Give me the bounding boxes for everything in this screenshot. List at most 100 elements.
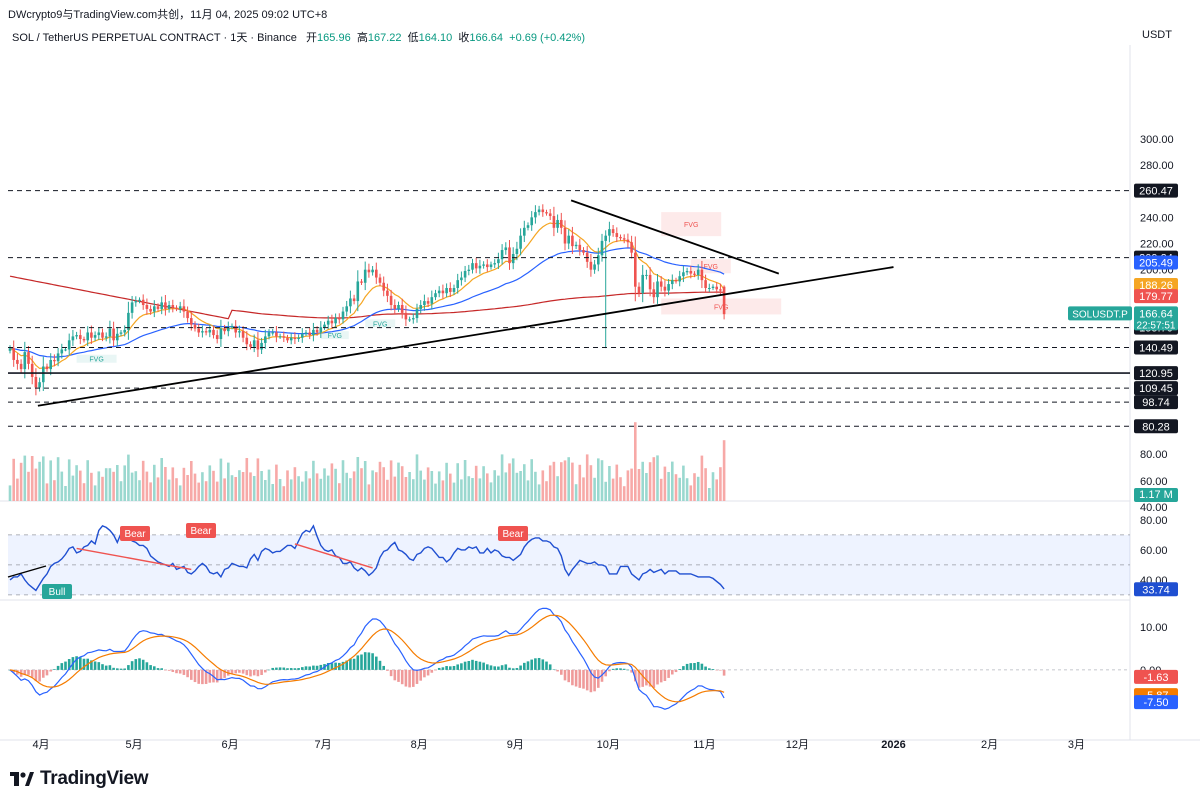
currency-label[interactable]: USDT (1142, 29, 1172, 41)
volume-bar (267, 469, 271, 501)
candle-body (619, 236, 622, 239)
macd-histogram-bar (526, 661, 530, 670)
tradingview-brand[interactable]: TradingView (10, 768, 149, 790)
volume-bar (449, 473, 452, 501)
candle-body (127, 312, 130, 330)
symbol-info-bar[interactable]: SOL / TetherUS PERPETUAL CONTRACT · 1天 ·… (12, 29, 585, 45)
macd-histogram-bar (474, 660, 478, 670)
volume-bar (574, 484, 578, 501)
candle-body (275, 332, 278, 337)
fvg-zone (365, 319, 396, 328)
candle-body (330, 320, 334, 324)
macd-histogram-bar (252, 669, 256, 676)
candle-body (445, 287, 448, 294)
candle-body (60, 349, 64, 354)
candle-body (16, 359, 19, 364)
macd-histogram-bar (493, 666, 496, 670)
candle-body (471, 263, 474, 270)
candle-body (86, 332, 89, 341)
candle-body (104, 336, 108, 338)
volume-bar (415, 454, 419, 501)
macd-histogram-bar (49, 669, 52, 672)
macd-line (9, 607, 725, 710)
candle-body (308, 332, 311, 336)
macd-histogram-bar (271, 667, 274, 670)
volume-bar (608, 466, 611, 501)
rsi-divergence-label: Bear (190, 526, 212, 537)
macd-histogram-bar (56, 665, 60, 670)
volume-bar (171, 467, 175, 501)
candle-body (597, 255, 600, 265)
macd-histogram-bar (82, 658, 86, 670)
volume-bar (141, 460, 145, 501)
volume-bar (42, 456, 45, 501)
volume-bar (674, 474, 678, 501)
volume-bar (711, 472, 715, 501)
macd-histogram-bar (582, 669, 585, 689)
macd-histogram-bar (134, 659, 138, 670)
macd-histogram-bar (663, 669, 667, 681)
symbol-title: SOL / TetherUS PERPETUAL CONTRACT · 1天 ·… (12, 32, 297, 44)
volume-bar (452, 482, 456, 501)
macd-histogram-bar (178, 669, 182, 674)
candle-body (30, 363, 34, 377)
macd-histogram-bar (515, 668, 519, 670)
volume-bar (493, 470, 496, 501)
macd-histogram-bar (360, 654, 363, 670)
candle-body (693, 273, 696, 275)
candle-body (389, 295, 393, 306)
candle-body (541, 209, 545, 213)
macd-histogram-bar (301, 667, 304, 670)
volume-bar (689, 485, 693, 501)
rsi-divergence-badge (186, 523, 216, 538)
candle-body (67, 340, 71, 350)
macd-histogram-bar (497, 666, 500, 670)
volume-bar (400, 466, 404, 501)
ma-value-tag (1134, 255, 1178, 270)
volume-bar (197, 482, 200, 501)
volume-bar (230, 475, 234, 501)
macd-histogram-bar (467, 660, 471, 670)
volume-bar (341, 460, 345, 501)
macd-histogram-bar (389, 669, 393, 677)
volume-bar (104, 468, 108, 501)
candle-body (375, 269, 378, 278)
volume-bar (112, 471, 115, 501)
candle-body (153, 306, 156, 312)
macd-histogram-bar (408, 669, 411, 688)
macd-histogram-bar (352, 658, 356, 670)
volume-bar (511, 458, 515, 501)
candle-body (408, 319, 411, 321)
time-axis-tick: 12月 (786, 739, 809, 751)
candle-body (715, 286, 718, 290)
macd-histogram-bar (722, 669, 726, 676)
ma-mid-line (9, 247, 725, 358)
fvg-label: FVG (373, 321, 387, 328)
symbol-name: SOLUSDT.P (1072, 309, 1128, 320)
volume-bar (208, 465, 212, 501)
macd-histogram-bar (534, 658, 537, 670)
macd-histogram-bar (548, 664, 552, 670)
candle-body (437, 290, 441, 294)
volume-bar (352, 471, 356, 501)
time-axis-tick: 10月 (597, 739, 620, 751)
volume-bar (467, 476, 471, 501)
macd-histogram-bar (508, 667, 511, 670)
macd-histogram-bar (608, 669, 611, 672)
candle-body (615, 233, 619, 237)
chart-canvas[interactable]: FVG FVG FVG FVG FVG FVG 300.00 280.00 240.00 220… (0, 0, 1200, 760)
candle-body (175, 307, 178, 309)
candle-body (382, 282, 385, 291)
volume-bar (504, 472, 508, 501)
macd-histogram-bar (441, 667, 445, 670)
volume-bar (338, 483, 341, 501)
macd-histogram-bar (245, 669, 249, 676)
volume-bar (389, 460, 393, 501)
candle-body (93, 335, 97, 338)
macd-signal-line (9, 614, 725, 703)
volume-bar (345, 472, 348, 501)
candle-body (511, 253, 515, 264)
macd-histogram-bar (460, 663, 463, 670)
macd-histogram-bar (637, 669, 641, 688)
candle-body (441, 290, 445, 294)
